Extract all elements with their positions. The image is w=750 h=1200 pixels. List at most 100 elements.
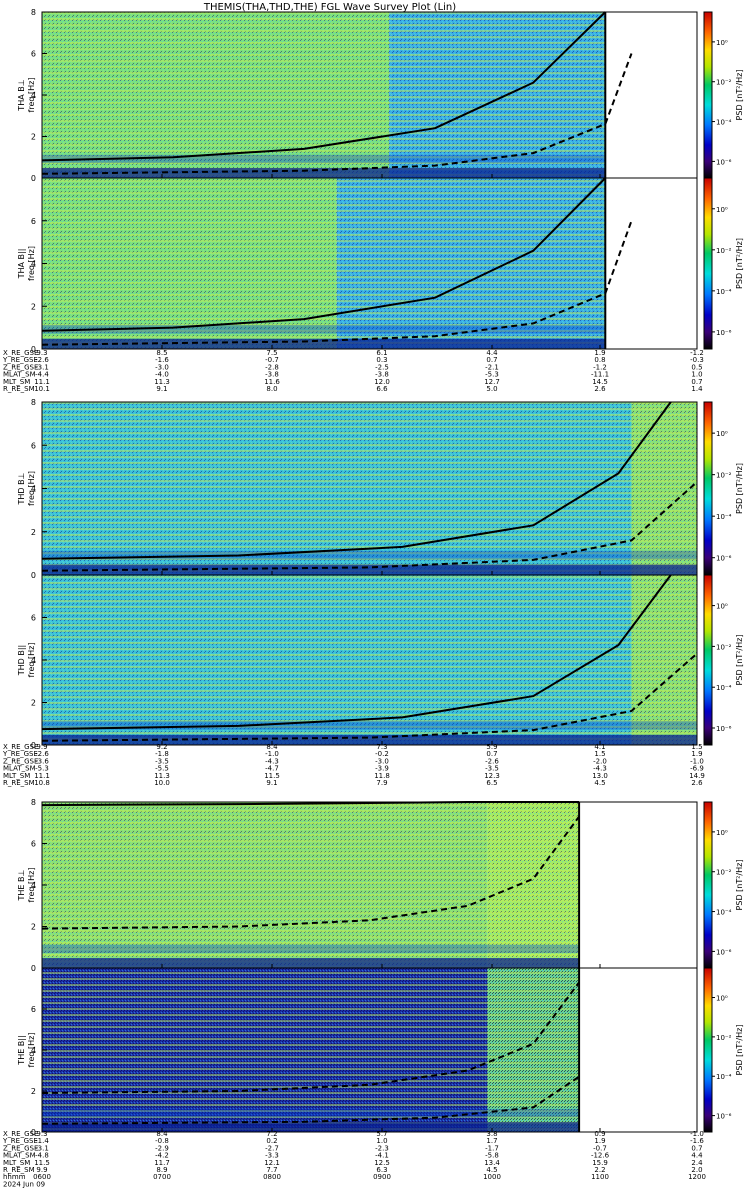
ephemeris-tha: X_RE_GSEY_RE_GSEZ_RE_GSEMLAT_SMMLT_SMR_R… bbox=[2, 349, 704, 393]
colorbar-gradient bbox=[703, 11, 713, 179]
ephemeris-value: 4.4 bbox=[486, 349, 498, 357]
ephemeris-value: 0900 bbox=[373, 1173, 391, 1181]
ephemeris-value: 10.1 bbox=[34, 385, 50, 393]
low-freq-band-2 bbox=[42, 944, 580, 954]
ephemeris-value: -0.2 bbox=[375, 750, 389, 758]
panel-ylabel-units: freq [Hz] bbox=[27, 868, 36, 903]
ephemeris-value: 11.6 bbox=[264, 378, 280, 386]
ephemeris-row-label: R_RE_SM bbox=[3, 779, 35, 787]
ephemeris-row-label: MLT_SM bbox=[3, 1159, 30, 1167]
ephemeris-row-label: Z_RE_GSE bbox=[3, 757, 38, 765]
ephemeris-value: 13.0 bbox=[592, 772, 608, 780]
ephemeris-value: 0.7 bbox=[486, 750, 497, 758]
ephemeris-value: 10.0 bbox=[154, 779, 170, 787]
colorbar-gradient bbox=[703, 967, 713, 1133]
panel-ylabel: THA B|| bbox=[17, 249, 26, 280]
ephemeris-value: -1.8 bbox=[155, 750, 169, 758]
ephemeris-value: 15.9 bbox=[592, 1159, 608, 1167]
ephemeris-value: 2.6 bbox=[691, 779, 703, 787]
ephemeris-thd: X_RE_GSEY_RE_GSEZ_RE_GSEMLAT_SMMLT_SMR_R… bbox=[2, 743, 705, 787]
ephemeris-value: -1.0 bbox=[265, 750, 279, 758]
ephemeris-value: 9.1 bbox=[266, 779, 277, 787]
ephemeris-value: 0.7 bbox=[486, 356, 497, 364]
panel-tha_bl: 0 2 4 6 8 THA B⊥ freq [Hz] bbox=[17, 8, 698, 183]
colorbar-2: 10⁰ 10⁻² 10⁻⁴ 10⁻⁶ PSD [nT²/Hz] bbox=[703, 177, 744, 350]
ephemeris-row-label: 2024 Jun 09 bbox=[3, 1180, 45, 1188]
ephemeris-value: 11.7 bbox=[154, 1159, 170, 1167]
y-tick-label: 6 bbox=[31, 614, 36, 623]
ephemeris-row-label: X_RE_GSE bbox=[3, 349, 38, 357]
ephemeris-value: 11.1 bbox=[34, 772, 50, 780]
low-freq-band bbox=[42, 564, 697, 575]
ephemeris-value: -3.0 bbox=[155, 363, 169, 371]
colorbar-tick-label: 10⁻² bbox=[716, 472, 732, 480]
colorbar-label: PSD [nT²/Hz] bbox=[735, 860, 744, 911]
ephemeris-value: -4.2 bbox=[155, 1152, 169, 1160]
y-tick-label: 0 bbox=[31, 345, 36, 354]
gyrofrequency-curve-2 bbox=[41, 1075, 580, 1125]
colorbar-tick-label: 10⁻⁶ bbox=[716, 555, 732, 563]
gyrofrequency-curve-2 bbox=[41, 815, 580, 930]
ephemeris-value: 0.2 bbox=[266, 1137, 277, 1145]
ephemeris-value: 11.5 bbox=[34, 1159, 50, 1167]
colorbar-3: 10⁰ 10⁻² 10⁻⁴ 10⁻⁶ PSD [nT²/Hz] bbox=[703, 401, 744, 576]
ephemeris-value: 0.5 bbox=[691, 363, 702, 371]
ephemeris-value: -2.6 bbox=[35, 750, 49, 758]
y-tick-label: 2 bbox=[31, 1087, 36, 1096]
colorbar-6: 10⁰ 10⁻² 10⁻⁴ 10⁻⁶ PSD [nT²/Hz] bbox=[703, 967, 744, 1133]
ephemeris-value: 1.9 bbox=[594, 1137, 605, 1145]
ephemeris-row-label: X_RE_GSE bbox=[3, 743, 38, 751]
panel-ylabel: THD B|| bbox=[17, 645, 26, 676]
ephemeris-value: 1.7 bbox=[486, 1137, 497, 1145]
ephemeris-value: -5.5 bbox=[155, 765, 169, 773]
ephemeris-value: 9.1 bbox=[156, 385, 167, 393]
ephemeris-value: 8.4 bbox=[266, 743, 278, 751]
colorbar-tick-label: 10⁻² bbox=[716, 869, 732, 877]
colorbar-tick-label: 10⁻² bbox=[716, 79, 732, 87]
ephemeris-row-label: MLAT_SM bbox=[3, 1152, 36, 1160]
ephemeris-value: -3.6 bbox=[35, 757, 49, 765]
colorbar-tick-label: 10⁰ bbox=[716, 430, 728, 438]
panel-ylabel-units: freq [Hz] bbox=[27, 1033, 36, 1068]
ephemeris-value: -4.8 bbox=[35, 1152, 49, 1160]
ephemeris-value: -2.1 bbox=[485, 363, 499, 371]
spectrogram-stripes bbox=[42, 575, 697, 745]
ephemeris-value: -3.1 bbox=[35, 1144, 49, 1152]
panel-ylabel: THD B⊥ bbox=[17, 472, 26, 505]
ephemeris-value: -4.4 bbox=[35, 371, 49, 379]
ephemeris-value: -4.0 bbox=[155, 371, 169, 379]
ephemeris-value: 12.1 bbox=[264, 1159, 280, 1167]
panel-ylabel-units: freq [Hz] bbox=[27, 78, 36, 113]
ephemeris-value: -3.3 bbox=[265, 1152, 279, 1160]
gyrofrequency-curve-2 bbox=[41, 53, 633, 175]
gyrofrequency-curve-1 bbox=[41, 11, 607, 162]
ephemeris-value: -2.8 bbox=[265, 363, 279, 371]
colorbar-tick-label: 10⁻⁴ bbox=[716, 1073, 732, 1081]
ephemeris-value: -1.0 bbox=[690, 1130, 704, 1138]
spectrogram-stripes bbox=[42, 402, 697, 575]
panel-tha_bpar: 0 2 4 6 THA B|| freq [Hz] bbox=[17, 177, 698, 354]
colorbar-tick-label: 10⁻⁴ bbox=[716, 909, 732, 917]
colorbar-tick-label: 10⁰ bbox=[716, 995, 728, 1003]
colorbar-tick-label: 10⁻⁶ bbox=[716, 1113, 732, 1121]
panel-thd_bl: 0 2 4 6 8 THD B⊥ freq [Hz] bbox=[17, 398, 698, 580]
ephemeris-value: 0.8 bbox=[594, 356, 605, 364]
y-tick-label: 8 bbox=[31, 8, 36, 17]
ephemeris-value: 0600 bbox=[33, 1173, 51, 1181]
colorbar-4: 10⁰ 10⁻² 10⁻⁴ 10⁻⁶ PSD [nT²/Hz] bbox=[703, 574, 744, 746]
ephemeris-value: 1.0 bbox=[691, 371, 702, 379]
ephemeris-value: -0.7 bbox=[593, 1144, 607, 1152]
ephemeris-value: 12.7 bbox=[484, 378, 500, 386]
ephemeris-value: 8.9 bbox=[156, 1166, 167, 1174]
panel-ylabel: THA B⊥ bbox=[17, 79, 26, 111]
panel-the_bpar: 0 2 4 6 THE B|| freq [Hz] bbox=[17, 967, 698, 1137]
ephemeris-value: 14.9 bbox=[689, 772, 705, 780]
ephemeris-value: 2.4 bbox=[691, 1159, 703, 1167]
ephemeris-value: 8.0 bbox=[266, 385, 277, 393]
ephemeris-value: -1.7 bbox=[485, 1144, 499, 1152]
ephemeris-value: -5.3 bbox=[485, 371, 499, 379]
ephemeris-value: 2.0 bbox=[691, 1166, 702, 1174]
colorbar-label: PSD [nT²/Hz] bbox=[735, 463, 744, 514]
